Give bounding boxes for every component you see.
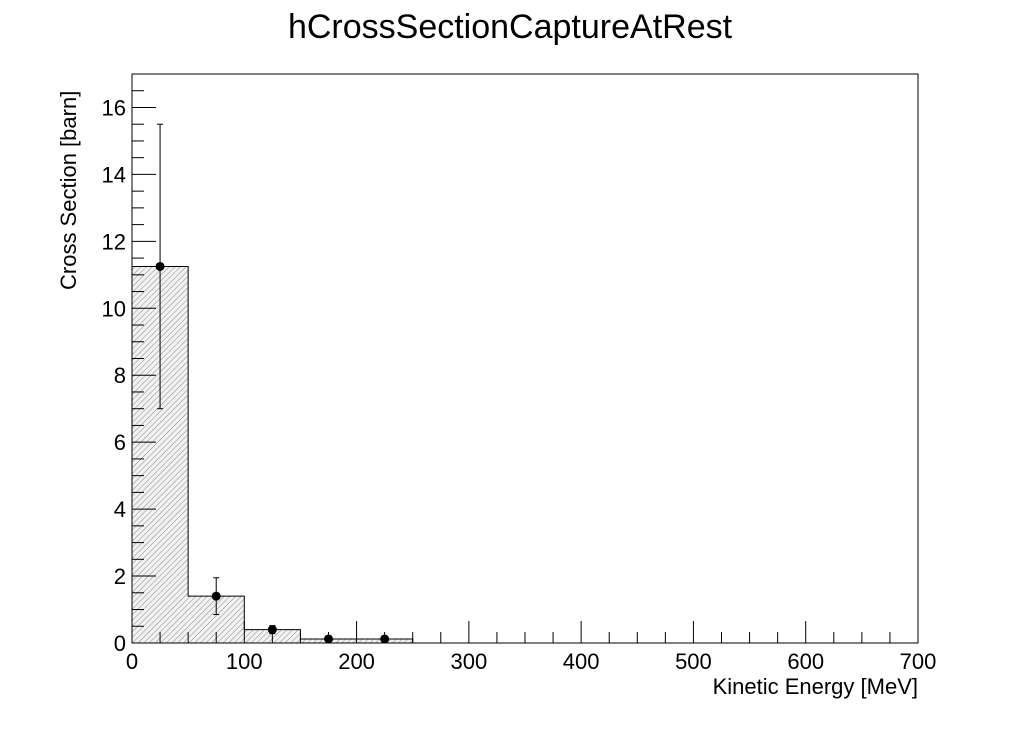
- data-point-1: [211, 591, 221, 601]
- plot-frame: [131, 73, 919, 644]
- x-tick-label: 100: [226, 649, 263, 674]
- x-tick-label: 400: [563, 649, 600, 674]
- chart-title: hCrossSectionCaptureAtRest: [288, 8, 733, 46]
- x-tick-label: 0: [126, 649, 138, 674]
- data-point-2: [267, 625, 277, 635]
- plot-area: [131, 123, 414, 644]
- y-tick-label: 10: [102, 296, 126, 321]
- y-tick-label: 6: [114, 430, 126, 455]
- y-tick-label: 8: [114, 363, 126, 388]
- data-point-0: [155, 261, 165, 271]
- y-tick-label: 4: [114, 497, 126, 522]
- y-axis-label: Cross Section [barn]: [56, 91, 81, 290]
- x-tick-label: 600: [787, 649, 824, 674]
- x-tick-label: 700: [900, 649, 937, 674]
- x-tick-label: 200: [338, 649, 375, 674]
- axes: 0 100 200 300 400 500 600 700 0 2 4 6 8 10 12 14 16: [102, 73, 937, 674]
- y-tick-label: 16: [102, 95, 126, 120]
- y-tick-label: 0: [114, 631, 126, 656]
- x-tick-label: 300: [450, 649, 487, 674]
- y-tick-label: 14: [102, 162, 126, 187]
- y-tick-label: 2: [114, 564, 126, 589]
- x-tick-label: 500: [675, 649, 712, 674]
- y-tick-label: 12: [102, 229, 126, 254]
- x-axis-label: Kinetic Energy [MeV]: [713, 674, 918, 699]
